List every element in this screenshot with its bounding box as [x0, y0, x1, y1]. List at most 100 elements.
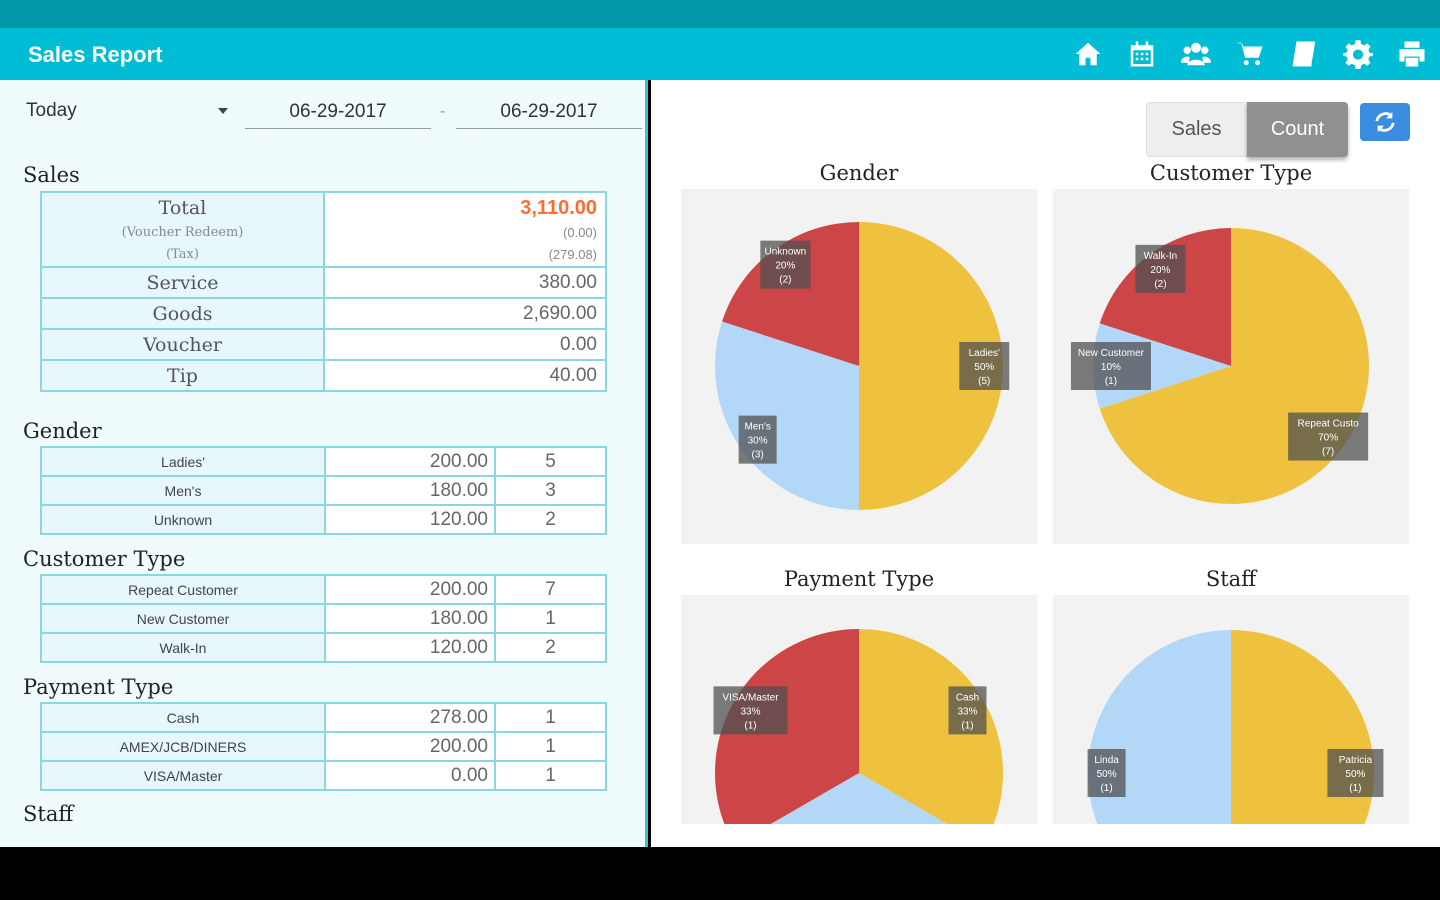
period-value: Today — [26, 100, 77, 121]
row-amount: 200.00 — [324, 574, 496, 605]
pie-label-text: 70% — [1318, 433, 1338, 444]
customer-type-chart-title: Customer Type — [1149, 161, 1313, 185]
gender-chart-title: Gender — [819, 161, 899, 185]
row-label: Walk-In — [40, 632, 326, 663]
pie-data-label: Men's 30% (3) — [738, 415, 777, 464]
pie-svg: Patricia 50% (1) Linda 50% (1) — [1087, 630, 1384, 824]
pie-data-label: Patricia 50% (1) — [1327, 749, 1384, 797]
cart-icon[interactable] — [1232, 38, 1268, 70]
row-label: VISA/Master — [40, 760, 326, 791]
table-row: Goods 2,690.00 — [40, 297, 607, 330]
row-amount: 0.00 — [324, 760, 496, 791]
chevron-down-icon — [218, 108, 228, 114]
table-row: Service 380.00 — [40, 266, 607, 299]
system-nav-bar — [0, 847, 1440, 900]
date-from-field[interactable]: 06-29-2017 — [245, 98, 431, 129]
row-amount: 278.00 — [324, 702, 496, 733]
pie-slice[interactable] — [715, 321, 859, 510]
table-row: Walk-In 120.00 2 — [40, 632, 607, 663]
row-label: Men's — [40, 475, 326, 506]
pie-label-text: Cash — [956, 692, 979, 703]
row-count: 7 — [494, 574, 607, 605]
row-count: 3 — [494, 475, 607, 506]
row-count: 2 — [494, 632, 607, 663]
gender-pie-chart: Ladies' 50% (5) Men's 30% (3) Unknown 20% (2) — [681, 189, 1037, 544]
pie-label-text: (3) — [752, 450, 764, 461]
app-title: Sales Report — [28, 42, 163, 67]
pie-label-text: (1) — [961, 720, 973, 731]
row-count: 5 — [494, 446, 607, 477]
row-label: Ladies' — [40, 446, 326, 477]
row-label: Cash — [40, 702, 326, 733]
voucher-redeem-value: (0.00) — [563, 224, 597, 240]
date-to-field[interactable]: 06-29-2017 — [456, 98, 642, 129]
row-amount: 120.00 — [324, 504, 496, 535]
pie-label-text: (1) — [744, 720, 756, 731]
row-label: Unknown — [40, 504, 326, 535]
payment-type-table: Cash 278.00 1 AMEX/JCB/DINERS 200.00 1 V… — [40, 702, 607, 791]
book-icon[interactable] — [1286, 38, 1322, 70]
row-label: New Customer — [40, 603, 326, 634]
row-amount: 180.00 — [324, 475, 496, 506]
gender-section-title: Gender — [23, 419, 102, 443]
tip-value: 40.00 — [323, 359, 607, 392]
pie-slice[interactable] — [859, 629, 1003, 824]
table-row: Cash 278.00 1 — [40, 702, 607, 733]
pie-label-text: (1) — [1105, 376, 1117, 387]
pie-slice[interactable] — [1099, 228, 1231, 366]
app-bar: Sales Report — [0, 28, 1440, 80]
home-icon[interactable] — [1070, 38, 1106, 70]
calendar-icon[interactable] — [1124, 38, 1160, 70]
payment-type-pie-chart: Cash 33% (1) VISA/Master 33% (1) — [681, 595, 1037, 824]
row-amount: 180.00 — [324, 603, 496, 634]
tax-label: (Tax) — [166, 246, 199, 262]
total-label-cell: Total (Voucher Redeem) (Tax) — [40, 191, 325, 268]
row-count: 2 — [494, 504, 607, 535]
table-row: VISA/Master 0.00 1 — [40, 760, 607, 791]
voucher-label: Voucher — [40, 328, 325, 361]
sales-table: Total (Voucher Redeem) (Tax) 3,110.00 (0… — [40, 191, 607, 392]
pie-slice[interactable] — [722, 222, 859, 366]
status-bar — [0, 0, 1440, 28]
pie-label-text: 50% — [974, 362, 994, 373]
pie-slice[interactable] — [734, 773, 983, 824]
period-dropdown[interactable]: Today — [26, 100, 236, 126]
sales-mode-button[interactable]: Sales — [1146, 102, 1247, 157]
voucher-value: 0.00 — [323, 328, 607, 361]
date-separator: - — [440, 103, 446, 120]
users-icon[interactable] — [1178, 38, 1214, 70]
row-count: 1 — [494, 760, 607, 791]
pie-label-text: VISA/Master — [722, 692, 779, 703]
service-label: Service — [40, 266, 325, 299]
count-mode-button[interactable]: Count — [1247, 102, 1348, 157]
voucher-redeem-label: (Voucher Redeem) — [121, 224, 244, 240]
tip-label: Tip — [40, 359, 325, 392]
pie-data-label: Repeat Custo 70% (7) — [1288, 412, 1369, 461]
pie-data-label: Unknown 20% (2) — [760, 240, 811, 289]
row-label: Repeat Customer — [40, 574, 326, 605]
row-label: AMEX/JCB/DINERS — [40, 731, 326, 762]
table-row: Men's 180.00 3 — [40, 475, 607, 506]
pie-svg: Cash 33% (1) VISA/Master 33% (1) — [713, 629, 1003, 824]
pie-data-label: Linda 50% (1) — [1087, 749, 1126, 797]
pie-data-label: Cash 33% (1) — [948, 686, 987, 735]
pie-label-text: Men's — [744, 422, 770, 433]
row-amount: 120.00 — [324, 632, 496, 663]
refresh-button[interactable] — [1360, 103, 1410, 141]
staff-section-title: Staff — [23, 802, 74, 826]
pie-slice[interactable] — [859, 222, 1003, 510]
table-row: Repeat Customer 200.00 7 — [40, 574, 607, 605]
total-value-cell: 3,110.00 (0.00) (279.08) — [323, 191, 607, 268]
gear-icon[interactable] — [1340, 38, 1376, 70]
refresh-icon — [1375, 111, 1395, 133]
print-icon[interactable] — [1394, 38, 1430, 70]
table-row: Voucher 0.00 — [40, 328, 607, 361]
pie-label-text: New Customer — [1078, 348, 1145, 359]
goods-value: 2,690.00 — [323, 297, 607, 330]
row-count: 1 — [494, 603, 607, 634]
pie-label-text: (1) — [1349, 783, 1361, 794]
goods-label: Goods — [40, 297, 325, 330]
pie-data-label: VISA/Master 33% (1) — [713, 686, 788, 735]
pie-data-label: Ladies' 50% (5) — [959, 342, 1010, 390]
pie-label-text: 50% — [1345, 769, 1365, 780]
